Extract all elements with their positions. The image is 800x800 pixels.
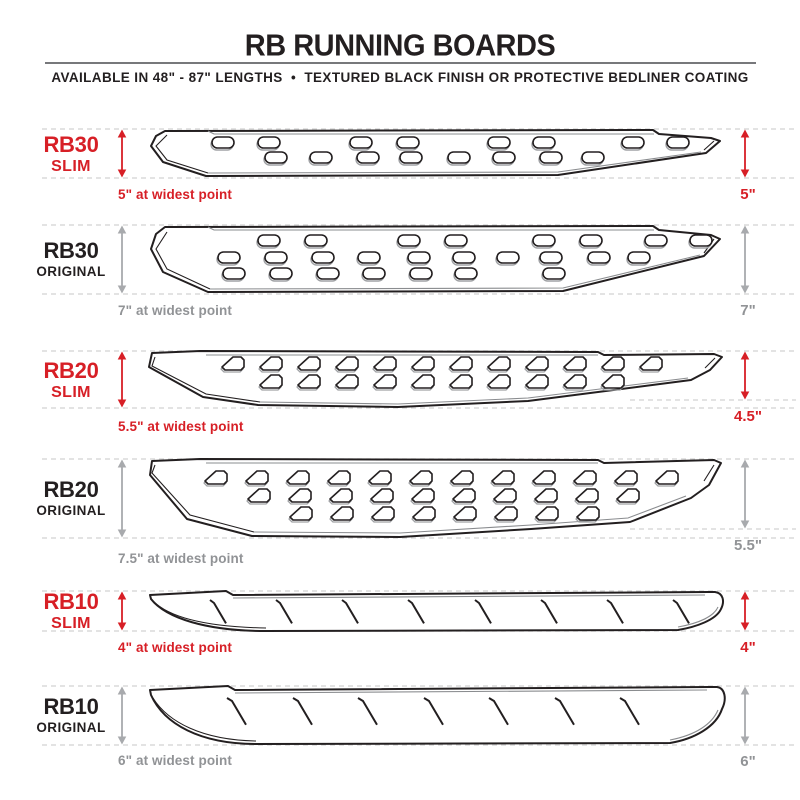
dimension-arrow-icon xyxy=(740,591,750,631)
board-drawing-rb30s xyxy=(150,129,721,177)
product-row-rb10-slim xyxy=(42,590,796,632)
variant-name: ORIGINAL xyxy=(36,263,106,279)
model-label: RB20 SLIM xyxy=(8,357,134,401)
product-row-rb10-original xyxy=(42,685,796,746)
product-row-rb20-original xyxy=(42,458,796,539)
model-name: RB30 xyxy=(43,131,99,157)
dimension-arrow-icon xyxy=(740,351,750,400)
variant-name: ORIGINAL xyxy=(36,502,106,518)
model-label: RB10 SLIM xyxy=(8,591,134,632)
height-label: 5.5" xyxy=(734,537,762,554)
product-row-rb30-original xyxy=(42,224,796,295)
widest-point-caption: 7.5" at widest point xyxy=(118,551,244,566)
height-label: 6" xyxy=(740,753,756,770)
widest-point-caption: 5" at widest point xyxy=(118,187,232,202)
model-label: RB30 SLIM xyxy=(8,131,134,175)
page-title: RB RUNNING BOARDS xyxy=(244,29,556,63)
board-drawing-rb10s xyxy=(149,590,724,632)
dimension-arrow-icon xyxy=(740,686,750,745)
widest-point-caption: 4" at widest point xyxy=(118,640,232,655)
widest-point-caption: 5.5" at widest point xyxy=(118,419,244,434)
dimension-arrow-icon xyxy=(740,225,750,294)
variant-name: SLIM xyxy=(51,157,91,175)
model-label: RB20 ORIGINAL xyxy=(8,476,134,518)
widest-point-caption: 6" at widest point xyxy=(118,753,232,768)
dimension-arrow-icon xyxy=(117,459,127,538)
dimension-arrow-icon xyxy=(117,129,127,178)
board-drawing-rb30o xyxy=(150,225,721,293)
model-label: RB30 ORIGINAL xyxy=(8,237,134,279)
dimension-arrow-icon xyxy=(117,351,127,408)
widest-point-caption: 7" at widest point xyxy=(118,303,232,318)
product-row-rb30-slim xyxy=(42,128,796,179)
model-name: RB10 xyxy=(43,693,99,719)
dimension-arrow-icon xyxy=(740,129,750,178)
board-drawing-rb10o xyxy=(149,685,726,745)
board-drawing-rb20o xyxy=(149,458,722,538)
dimension-arrow-icon xyxy=(117,591,127,631)
variant-name: SLIM xyxy=(51,615,91,632)
product-row-rb20-slim xyxy=(42,350,796,409)
dimension-arrow-icon xyxy=(117,225,127,294)
dimension-arrow-icon xyxy=(117,686,127,745)
model-name: RB10 xyxy=(43,589,99,614)
model-label: RB10 ORIGINAL xyxy=(8,693,134,735)
height-label: 4" xyxy=(740,639,756,656)
model-name: RB30 xyxy=(43,237,99,263)
model-name: RB20 xyxy=(43,476,99,502)
page-subtitle: AVAILABLE IN 48" - 87" LENGTHS • TEXTURE… xyxy=(51,70,749,85)
title-divider xyxy=(45,62,756,64)
board-drawing-rb20s xyxy=(148,350,723,408)
variant-name: ORIGINAL xyxy=(36,719,106,735)
height-label: 7" xyxy=(740,302,756,319)
height-label: 4.5" xyxy=(734,408,762,425)
model-name: RB20 xyxy=(43,357,99,383)
height-label: 5" xyxy=(740,186,756,203)
variant-name: SLIM xyxy=(51,383,91,401)
dimension-arrow-icon xyxy=(740,459,750,529)
